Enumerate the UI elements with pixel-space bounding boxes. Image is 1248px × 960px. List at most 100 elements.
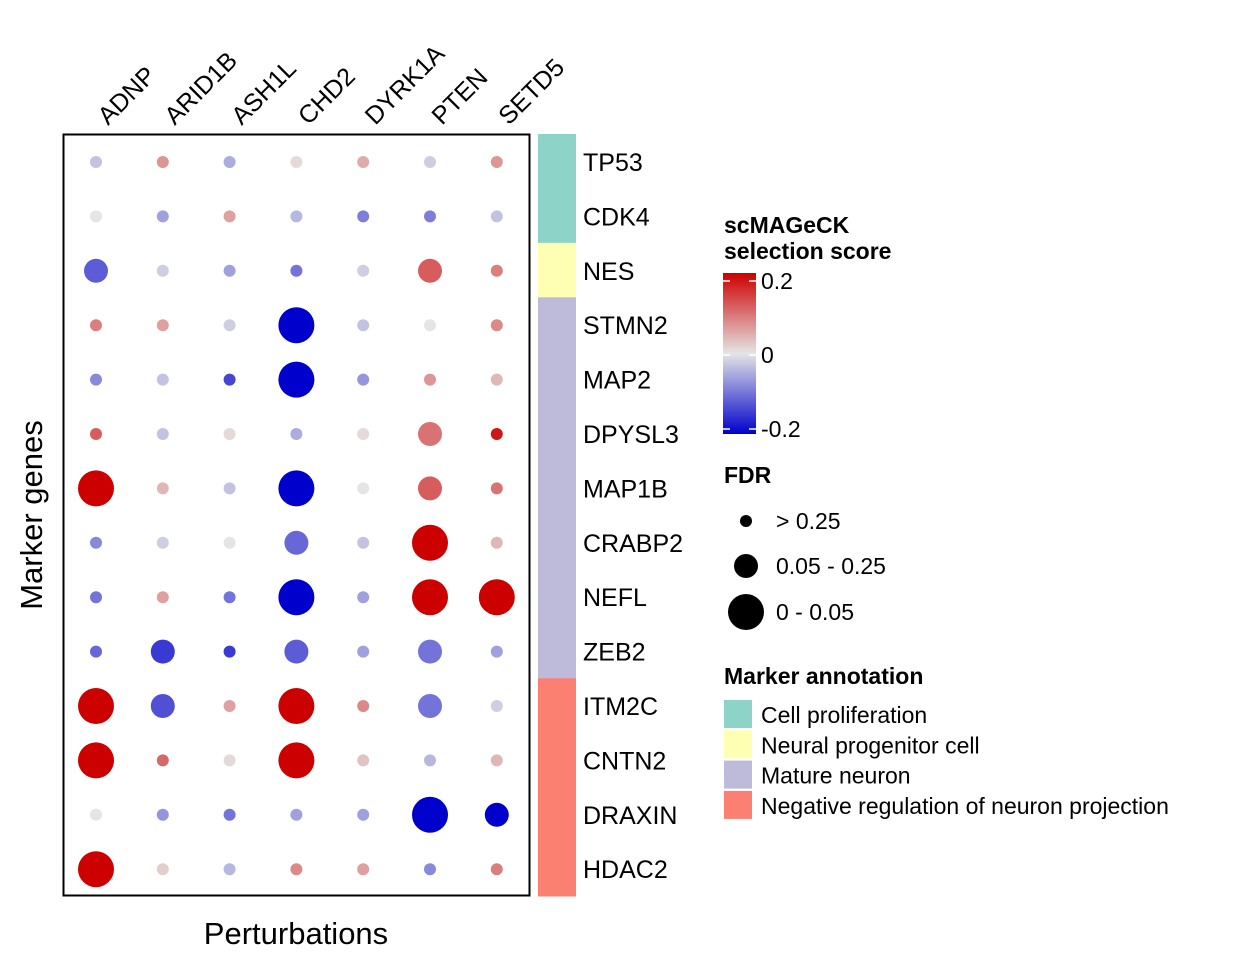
dot-MAP2-PTEN bbox=[424, 373, 436, 386]
dot-NEFL-PTEN bbox=[412, 579, 448, 616]
annotation-legend-swatch bbox=[724, 730, 752, 759]
annotation-legend-items: Cell proliferation Neural progenitor cell… bbox=[724, 700, 1169, 819]
dot-CNTN2-CHD2 bbox=[278, 742, 315, 779]
dot-MAP1B-ARID1B bbox=[156, 482, 169, 495]
dot-ITM2C-ARID1B bbox=[150, 694, 175, 718]
dot-NEFL-CHD2 bbox=[278, 579, 315, 616]
dot-NES-ASH1L bbox=[223, 264, 236, 277]
color-legend-tick-label: -0.2 bbox=[761, 416, 801, 442]
dot-ZEB2-ASH1L bbox=[223, 645, 236, 658]
dot-ITM2C-ADNP bbox=[78, 688, 114, 724]
dot-CNTN2-ASH1L bbox=[223, 754, 236, 767]
size-legend-items: > 0.25 0.05 - 0.25 0 - 0.05 bbox=[728, 508, 886, 630]
dot-HDAC2-ARID1B bbox=[156, 863, 169, 876]
dot-DRAXIN-SETD5 bbox=[484, 802, 509, 827]
dot-DRAXIN-PTEN bbox=[412, 796, 448, 833]
dot-ITM2C-DYRK1A bbox=[357, 700, 370, 712]
dot-MAP1B-ASH1L bbox=[223, 482, 236, 495]
dot-NEFL-SETD5 bbox=[478, 579, 515, 616]
row-annotation-bar bbox=[538, 134, 576, 897]
annotation-cell bbox=[538, 460, 576, 516]
annotation-cell bbox=[538, 406, 576, 462]
dot-ITM2C-CHD2 bbox=[278, 688, 315, 724]
dot-DPYSL3-ASH1L bbox=[223, 428, 236, 440]
dot-HDAC2-ASH1L bbox=[223, 863, 236, 876]
annotation-cell bbox=[538, 242, 576, 298]
y-tick-label: CRABP2 bbox=[583, 530, 683, 558]
dot-CNTN2-DYRK1A bbox=[357, 754, 370, 767]
color-legend: scMAGeCK selection score 0.2 0 -0.2 bbox=[723, 212, 891, 442]
annotation-cell bbox=[538, 297, 576, 353]
color-legend-ticks: 0.2 0 -0.2 bbox=[723, 268, 801, 442]
color-legend-tick-label: 0 bbox=[761, 342, 774, 368]
y-tick-label: ITM2C bbox=[583, 693, 658, 721]
dot-HDAC2-CHD2 bbox=[290, 863, 303, 876]
annotation-cell bbox=[538, 515, 576, 570]
y-tick-labels: TP53 CDK4 NES STMN2 MAP2 DPYSL3 MAP1B CRABP2 NEF… bbox=[583, 149, 683, 884]
color-legend-title-line1: scMAGeCK bbox=[724, 212, 850, 238]
dot-DPYSL3-ADNP bbox=[90, 428, 102, 440]
dot-ZEB2-ARID1B bbox=[150, 639, 175, 664]
dot-DRAXIN-ARID1B bbox=[156, 808, 169, 821]
dot-NEFL-ASH1L bbox=[223, 591, 236, 604]
annotation-cell bbox=[538, 623, 576, 679]
dot-MAP2-ASH1L bbox=[223, 373, 236, 386]
dot-ZEB2-DYRK1A bbox=[357, 645, 370, 658]
dot-MAP1B-PTEN bbox=[418, 476, 442, 501]
y-tick-label: MAP2 bbox=[583, 367, 651, 395]
dot-ITM2C-PTEN bbox=[418, 694, 442, 718]
annotation-legend-label: Neural progenitor cell bbox=[761, 732, 980, 758]
annotation-cell bbox=[538, 841, 576, 897]
dot-ITM2C-SETD5 bbox=[490, 700, 503, 712]
y-tick-label: CDK4 bbox=[583, 203, 650, 231]
annotation-legend-swatch bbox=[724, 760, 752, 789]
dot-STMN2-CHD2 bbox=[278, 307, 315, 344]
dot-TP53-SETD5 bbox=[490, 156, 503, 168]
y-tick-label: MAP1B bbox=[583, 475, 668, 503]
dot-NES-DYRK1A bbox=[357, 264, 370, 277]
dot-CNTN2-PTEN bbox=[424, 754, 436, 767]
size-legend-label: > 0.25 bbox=[776, 508, 841, 534]
size-legend-label: 0 - 0.05 bbox=[776, 599, 854, 625]
dot-DRAXIN-CHD2 bbox=[290, 808, 303, 821]
size-legend-label: 0.05 - 0.25 bbox=[776, 553, 886, 579]
dot-ZEB2-ADNP bbox=[90, 645, 102, 658]
y-tick-label: DRAXIN bbox=[583, 802, 677, 830]
dot-NES-ADNP bbox=[84, 258, 108, 283]
dot-CDK4-ASH1L bbox=[223, 210, 236, 223]
dot-ZEB2-CHD2 bbox=[284, 639, 309, 664]
annotation-legend-swatch bbox=[724, 790, 752, 819]
dot-DRAXIN-ADNP bbox=[90, 808, 102, 821]
dot-TP53-ADNP bbox=[90, 156, 102, 168]
y-tick-label: NES bbox=[583, 258, 634, 286]
annotation-legend-label: Negative regulation of neuron projection bbox=[761, 793, 1169, 819]
dot-DPYSL3-ARID1B bbox=[156, 428, 169, 440]
dot-ZEB2-SETD5 bbox=[490, 645, 503, 658]
dot-DRAXIN-ASH1L bbox=[223, 808, 236, 821]
dot-STMN2-ADNP bbox=[90, 319, 102, 332]
color-legend-title-line2: selection score bbox=[724, 238, 891, 264]
color-legend-tick-label: 0.2 bbox=[761, 268, 793, 294]
dot-MAP2-CHD2 bbox=[278, 361, 315, 398]
dot-STMN2-DYRK1A bbox=[357, 319, 370, 332]
dot-DPYSL3-DYRK1A bbox=[357, 428, 370, 440]
dot-ITM2C-ASH1L bbox=[223, 700, 236, 712]
dot-TP53-DYRK1A bbox=[357, 156, 370, 168]
y-tick-label: NEFL bbox=[583, 584, 647, 612]
dot-STMN2-SETD5 bbox=[490, 319, 503, 332]
x-axis-title: Perturbations bbox=[204, 916, 388, 951]
dot-CRABP2-CHD2 bbox=[284, 530, 309, 555]
annotation-cell bbox=[538, 732, 576, 788]
annotation-cell bbox=[538, 678, 576, 734]
annotation-legend-title: Marker annotation bbox=[724, 663, 923, 689]
dot-TP53-ASH1L bbox=[223, 156, 236, 168]
dot-MAP2-DYRK1A bbox=[357, 373, 370, 386]
dot-MAP2-ADNP bbox=[90, 373, 102, 386]
dot-DPYSL3-CHD2 bbox=[290, 428, 303, 440]
dot-MAP1B-SETD5 bbox=[490, 482, 503, 495]
dot-CRABP2-PTEN bbox=[412, 524, 448, 561]
dot-NES-CHD2 bbox=[290, 264, 303, 277]
size-legend-key bbox=[740, 515, 752, 527]
dot-STMN2-ASH1L bbox=[223, 319, 236, 332]
